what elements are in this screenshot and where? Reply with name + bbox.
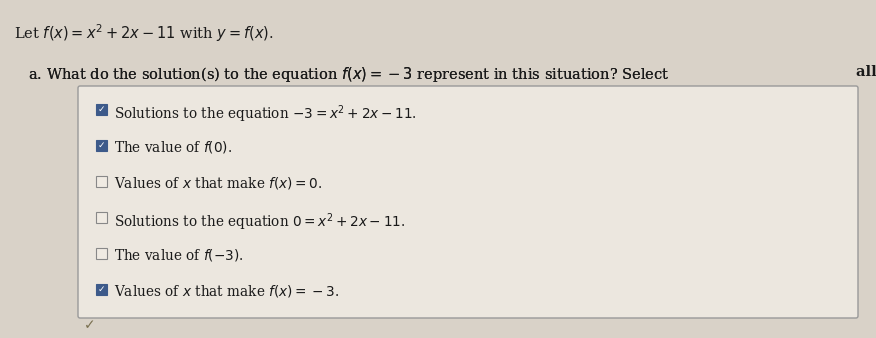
Bar — [96, 104, 107, 115]
Text: a. What do the solution(s) to the equation $f(x) =  - 3$ represent in this situa: a. What do the solution(s) to the equati… — [28, 65, 669, 84]
Text: The value of $f(0)$.: The value of $f(0)$. — [114, 139, 232, 155]
Bar — [96, 212, 107, 223]
Bar — [96, 140, 107, 151]
Text: ✓: ✓ — [84, 318, 95, 332]
Text: ✓: ✓ — [98, 141, 105, 150]
Text: a. What do the solution(s) to the equation $f(x) =  - 3$ represent in this situa: a. What do the solution(s) to the equati… — [28, 65, 775, 84]
Text: Let $f(x) = x^2 + 2x - 11$ with $y = f(x)$.: Let $f(x) = x^2 + 2x - 11$ with $y = f(x… — [14, 22, 274, 44]
Text: Solutions to the equation $-3 = x^2 + 2x - 11$.: Solutions to the equation $-3 = x^2 + 2x… — [114, 103, 417, 125]
Bar — [96, 248, 107, 259]
Text: all that apply.: all that apply. — [856, 65, 876, 79]
Text: ✓: ✓ — [98, 105, 105, 114]
Bar — [96, 176, 107, 187]
Bar — [96, 284, 107, 295]
Text: ✓: ✓ — [98, 285, 105, 294]
Text: a. What do the solution(s) to the equation $f(x) =  - 3$ represent in this situa: a. What do the solution(s) to the equati… — [28, 65, 669, 84]
Text: Values of $x$ that make $f(x) = 0$.: Values of $x$ that make $f(x) = 0$. — [114, 175, 322, 191]
Text: Values of $x$ that make $f(x) = -3$.: Values of $x$ that make $f(x) = -3$. — [114, 283, 339, 299]
Text: Solutions to the equation $0 = x^2 + 2x - 11$.: Solutions to the equation $0 = x^2 + 2x … — [114, 211, 406, 233]
Text: The value of $f(-3)$.: The value of $f(-3)$. — [114, 247, 244, 263]
FancyBboxPatch shape — [78, 86, 858, 318]
